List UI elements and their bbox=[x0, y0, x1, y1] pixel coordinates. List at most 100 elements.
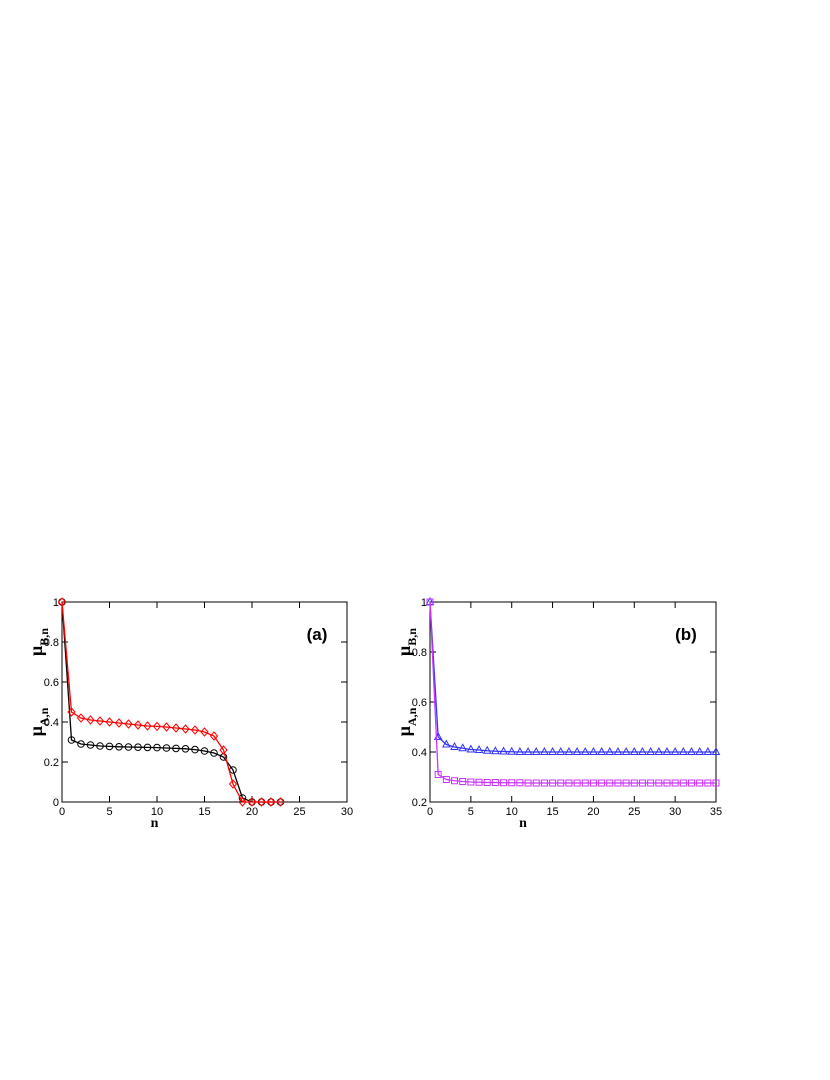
marker bbox=[638, 746, 647, 755]
marker bbox=[687, 746, 696, 755]
marker bbox=[646, 746, 655, 755]
y-tick-label: 0.2 bbox=[412, 797, 427, 809]
series-line bbox=[61, 601, 281, 803]
marker bbox=[467, 778, 475, 786]
y-axis-subscript: B,n bbox=[37, 628, 51, 646]
marker bbox=[114, 718, 124, 728]
marker bbox=[482, 745, 492, 754]
marker bbox=[57, 597, 67, 607]
series-line bbox=[429, 601, 716, 784]
marker bbox=[572, 746, 582, 755]
marker bbox=[654, 746, 664, 755]
marker bbox=[695, 746, 704, 755]
x-tick-label: 5 bbox=[106, 806, 112, 818]
x-tick-label: 20 bbox=[246, 806, 258, 818]
marker bbox=[210, 749, 218, 757]
y-axis-symbol: μ bbox=[26, 726, 46, 736]
panel-label: (a) bbox=[307, 625, 328, 644]
x-tick-label: 25 bbox=[293, 806, 305, 818]
marker bbox=[143, 721, 152, 731]
marker bbox=[621, 746, 631, 755]
plot-frame bbox=[61, 601, 348, 803]
marker bbox=[670, 746, 680, 755]
y-tick-label: 0.4 bbox=[412, 747, 427, 759]
marker bbox=[105, 742, 114, 751]
y-tick-label: 0.6 bbox=[412, 697, 427, 709]
marker bbox=[76, 713, 86, 723]
y-tick-label: 1 bbox=[53, 597, 59, 609]
marker bbox=[228, 779, 238, 789]
marker bbox=[247, 797, 257, 807]
y-tick-label: 0.2 bbox=[44, 757, 59, 769]
marker bbox=[77, 740, 85, 748]
marker bbox=[466, 744, 476, 753]
marker bbox=[507, 746, 517, 755]
marker bbox=[67, 707, 76, 717]
marker bbox=[605, 746, 615, 755]
marker bbox=[95, 716, 105, 726]
y-axis-symbol: μ bbox=[394, 726, 414, 736]
marker bbox=[712, 779, 720, 787]
y-tick-label: 0.8 bbox=[44, 637, 59, 649]
marker bbox=[671, 779, 679, 787]
marker bbox=[638, 779, 646, 787]
x-tick-label: 15 bbox=[198, 806, 210, 818]
marker bbox=[679, 779, 687, 787]
marker bbox=[573, 779, 581, 787]
marker bbox=[655, 779, 663, 787]
marker bbox=[266, 797, 276, 807]
y-axis-symbol: μ bbox=[394, 646, 414, 656]
marker bbox=[459, 778, 467, 785]
marker bbox=[548, 746, 557, 755]
marker bbox=[172, 744, 180, 753]
marker bbox=[474, 744, 484, 753]
marker bbox=[540, 746, 549, 755]
marker bbox=[124, 743, 133, 751]
marker bbox=[162, 744, 171, 752]
x-tick-label: 0 bbox=[59, 806, 65, 818]
marker bbox=[86, 715, 95, 725]
y-tick-label: 0.4 bbox=[44, 717, 59, 729]
x-tick-label: 5 bbox=[468, 806, 474, 818]
marker bbox=[491, 746, 500, 755]
y-axis-subscript: B,n bbox=[405, 628, 419, 646]
marker bbox=[143, 743, 152, 752]
marker bbox=[475, 778, 483, 786]
y-tick-label: 1 bbox=[421, 597, 427, 609]
x-axis-label: n bbox=[519, 816, 527, 831]
y-axis-label: μA,n bbox=[394, 707, 419, 736]
y-axis-symbol: μ bbox=[26, 646, 46, 656]
marker bbox=[647, 779, 655, 787]
y-axis-label: μB,n bbox=[26, 628, 51, 656]
y-tick-label: 0.6 bbox=[44, 677, 59, 689]
y-axis-subscript: A,n bbox=[405, 707, 419, 726]
marker bbox=[442, 776, 450, 783]
marker bbox=[629, 746, 639, 755]
marker bbox=[491, 779, 499, 786]
marker bbox=[613, 746, 623, 755]
y-axis-label: μB,n bbox=[394, 628, 419, 656]
marker bbox=[557, 779, 565, 787]
marker bbox=[442, 739, 451, 748]
marker bbox=[589, 779, 597, 787]
marker bbox=[524, 779, 532, 787]
marker bbox=[152, 721, 162, 732]
marker bbox=[115, 743, 123, 751]
marker bbox=[96, 742, 104, 750]
marker bbox=[704, 779, 712, 787]
plot-frame bbox=[429, 601, 717, 803]
marker bbox=[589, 746, 598, 755]
marker bbox=[434, 771, 442, 778]
x-axis-label: n bbox=[151, 816, 159, 831]
marker bbox=[696, 779, 704, 787]
y-tick-label: 0 bbox=[53, 797, 59, 809]
marker bbox=[162, 722, 171, 732]
marker bbox=[564, 746, 574, 755]
x-tick-label: 25 bbox=[628, 806, 640, 818]
x-tick-label: 30 bbox=[669, 806, 681, 818]
marker bbox=[499, 746, 508, 755]
marker bbox=[276, 797, 285, 807]
marker bbox=[200, 727, 209, 737]
panel-label: (b) bbox=[675, 625, 697, 644]
marker bbox=[622, 779, 630, 787]
